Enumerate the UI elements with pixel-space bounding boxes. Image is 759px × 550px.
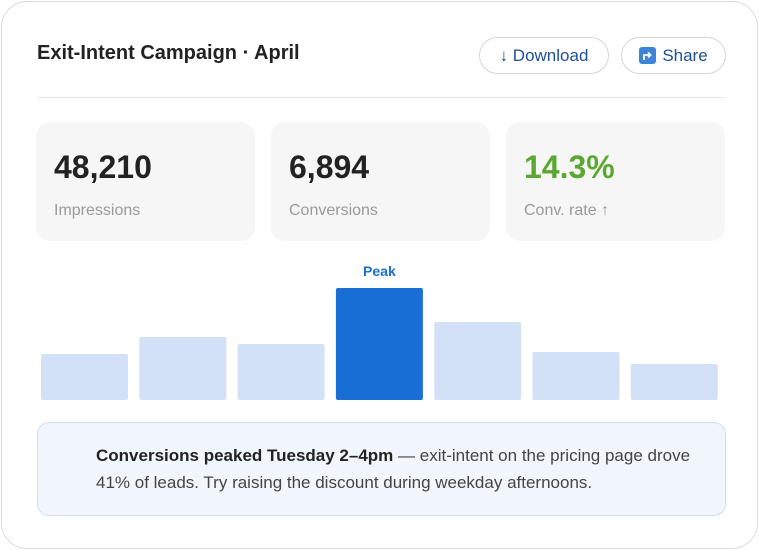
insight-box: Conversions peaked Tuesday 2–4pm — exit-… [37, 422, 726, 516]
divider [37, 97, 726, 98]
chart: Peak [41, 263, 718, 400]
insight-text: — exit-intent on the pricing page drove … [96, 446, 691, 492]
bar [434, 322, 522, 400]
button-label: Share [662, 45, 708, 65]
title: Exit-Intent Campaign · April [37, 42, 300, 64]
stat-value: 14.3% [524, 149, 615, 185]
insight-bold: Conversions peaked Tuesday 2–4pm [96, 446, 394, 465]
bar [41, 354, 128, 400]
stat-label: Impressions [54, 202, 141, 219]
stat-label: Conversions [289, 202, 378, 219]
stat-value: 48,210 [54, 149, 152, 185]
button-label: ↓ Download [499, 45, 589, 65]
stat-card: 48,210 Impressions [36, 122, 255, 241]
share-button[interactable]: Share [621, 37, 726, 74]
stat-value: 6,894 [289, 149, 370, 185]
bar [139, 337, 227, 400]
peak-label: Peak [363, 263, 396, 279]
bar [630, 364, 718, 400]
bar [532, 352, 620, 400]
stat-card: 6,894 Conversions [271, 122, 490, 241]
bar [237, 344, 325, 400]
download-button[interactable]: ↓ Download [479, 37, 609, 74]
share-icon [639, 47, 657, 64]
bar [335, 288, 423, 400]
stat-card: 14.3% Conv. rate ↑ [506, 122, 725, 241]
stat-label: Conv. rate ↑ [524, 202, 610, 219]
